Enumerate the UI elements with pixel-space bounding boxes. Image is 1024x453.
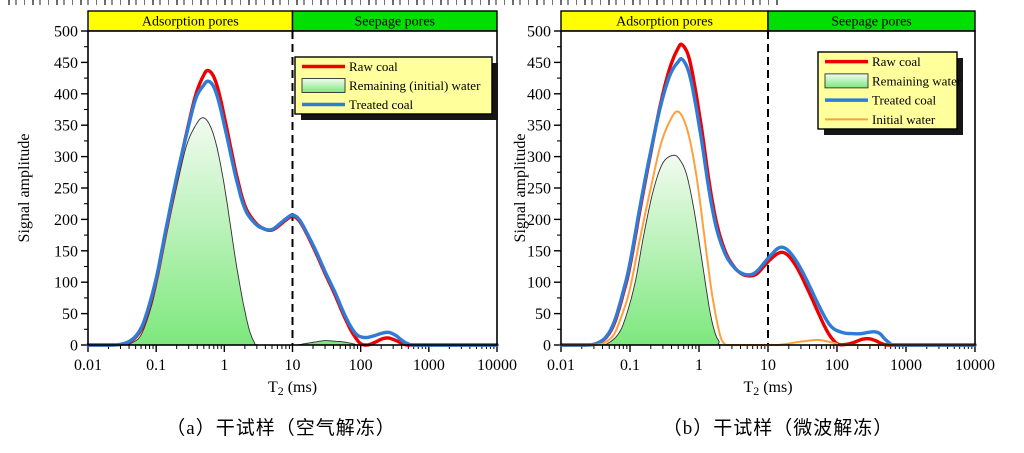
x-axis-title-rest: (ms): [284, 379, 317, 396]
x-axis-title-rest: (ms): [759, 379, 792, 396]
y-tick-label: 200: [54, 212, 78, 229]
legend-label: Raw coal: [349, 59, 398, 74]
x-tick-label: 0.01: [74, 357, 102, 374]
caption-chart-a: （a）干试样（空气解冻）: [166, 418, 396, 439]
cropped-text-artifact: [8, 0, 780, 5]
y-tick-label: 400: [54, 86, 78, 103]
x-tick-label: 10: [760, 357, 776, 374]
band-label: Adsorption pores: [616, 15, 713, 30]
legend-label: Remaining (initial) water: [349, 78, 481, 93]
x-tick-label: 10: [285, 357, 301, 374]
y-tick-label: 450: [54, 55, 78, 72]
x-tick-label: 10000: [477, 357, 517, 374]
x-axis-title-base: T: [268, 379, 278, 396]
chart-b: Adsorption pores Seepage pores05010015020…: [512, 10, 995, 398]
x-axis-title-base: T: [743, 379, 753, 396]
x-axis-title: T2 (ms): [743, 379, 792, 398]
band-label: Adsorption pores: [142, 15, 239, 30]
y-tick-label: 250: [54, 181, 78, 198]
y-tick-label: 200: [527, 212, 551, 229]
legend-label: Initial water: [872, 112, 936, 127]
x-tick-label: 1: [695, 357, 703, 374]
band-label: Seepage pores: [355, 15, 435, 30]
x-tick-label: 100: [349, 357, 373, 374]
x-axis-title-sub: 2: [278, 384, 284, 398]
y-tick-label: 0: [543, 338, 551, 355]
band-label: Seepage pores: [831, 15, 911, 30]
x-tick-label: 0.1: [146, 357, 166, 374]
legend-label: Treated coal: [349, 97, 414, 112]
y-tick-label: 500: [527, 24, 551, 41]
y-tick-label: 300: [54, 149, 78, 166]
legend-label: Treated coal: [872, 93, 937, 108]
x-tick-label: 10000: [955, 357, 995, 374]
plot-frame: [87, 30, 498, 346]
legend-swatch-patch: [824, 73, 869, 89]
caption-chart-b: （b）干试样（微波解冻）: [662, 418, 894, 439]
y-tick-label: 50: [535, 306, 551, 323]
y-axis-title: Signal amplitude: [16, 134, 33, 243]
x-tick-label: 1: [220, 357, 228, 374]
x-axis-title-sub: 2: [753, 384, 759, 398]
series-treated-coal: [86, 79, 499, 347]
legend-b: Raw coal Remaining water Treated coal Initi…: [817, 51, 963, 135]
y-tick-label: 100: [54, 275, 78, 292]
y-tick-label: 300: [527, 149, 551, 166]
y-tick-label: 250: [527, 181, 551, 198]
legend-swatch-patch: [301, 78, 346, 93]
x-tick-label: 1000: [413, 357, 445, 374]
y-axis-title: Signal amplitude: [512, 134, 529, 243]
y-tick-label: 50: [62, 306, 78, 323]
x-tick-label: 0.01: [547, 357, 575, 374]
x-tick-label: 0.1: [620, 357, 640, 374]
y-tick-label: 450: [527, 55, 551, 72]
x-tick-label: 100: [825, 357, 849, 374]
legend-label: Raw coal: [872, 54, 921, 69]
plot-frame: [560, 30, 976, 346]
y-tick-label: 350: [527, 118, 551, 135]
y-tick-label: 400: [527, 86, 551, 103]
y-tick-label: 0: [70, 338, 78, 355]
legend-a: Raw coal Remaining (initial) water Treated…: [294, 56, 498, 120]
chart-a: Adsorption pores Seepage pores05010015020…: [16, 10, 517, 398]
x-axis-title: T2 (ms): [268, 379, 317, 398]
legend-box: [817, 51, 958, 130]
legend-label: Remaining water: [872, 73, 962, 88]
series-treated-coal: [559, 57, 977, 347]
y-tick-label: 100: [527, 275, 551, 292]
y-tick-label: 150: [527, 243, 551, 260]
series-initial-water: [560, 110, 976, 346]
y-tick-label: 500: [54, 24, 78, 41]
y-tick-label: 150: [54, 243, 78, 260]
y-tick-label: 350: [54, 118, 78, 135]
series-remaining-water: [561, 154, 975, 346]
x-tick-label: 1000: [890, 357, 922, 374]
